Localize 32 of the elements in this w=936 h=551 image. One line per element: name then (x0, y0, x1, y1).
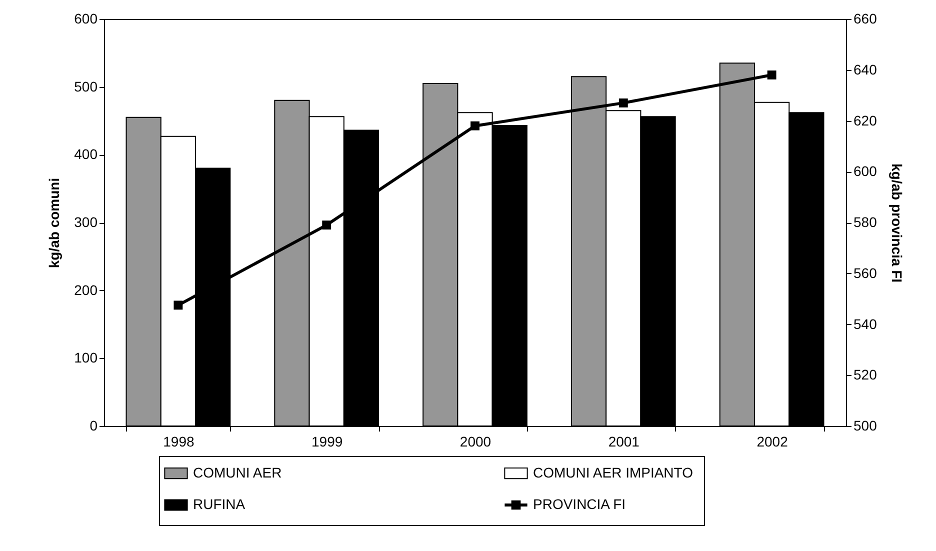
y-tick-label: 100 (74, 350, 98, 366)
x-tick-label: 2002 (756, 434, 788, 450)
y2-tick-label: 660 (854, 10, 878, 26)
y2-tick-label: 640 (854, 61, 878, 78)
x-tick-label: 1998 (163, 434, 194, 450)
legend-label: RUFINA (193, 496, 246, 512)
point (174, 300, 183, 310)
y-tick-label: 400 (74, 146, 98, 162)
y-axis-title: kg/ab comuni (46, 178, 62, 268)
y2-tick-label: 540 (854, 316, 878, 332)
point (470, 121, 480, 130)
legend-label: PROVINCIA FI (533, 496, 626, 512)
y2-tick-label: 620 (854, 112, 878, 128)
y-tick-label: 0 (90, 418, 98, 434)
x-tick-label: 2000 (460, 434, 492, 450)
point (767, 70, 776, 80)
y2-tick-label: 520 (854, 366, 878, 383)
y-tick-label: 300 (74, 214, 98, 230)
y2-tick-label: 580 (854, 214, 878, 230)
x-tick-label: 1999 (312, 434, 343, 450)
x-tick-label: 2001 (608, 434, 640, 450)
point (618, 98, 628, 108)
point (322, 220, 332, 230)
legend-label: COMUNI AER (193, 464, 282, 480)
y2-tick-label: 500 (854, 418, 878, 434)
y2-tick-label: 600 (854, 163, 878, 180)
y-tick-label: 600 (74, 10, 98, 26)
y-tick-label: 200 (74, 282, 98, 298)
y2-tick-label: 560 (854, 264, 878, 281)
y-tick-label: 500 (74, 78, 98, 94)
y2-axis-title: kg/ab provincia FI (888, 163, 905, 283)
legend-label: COMUNI AER IMPIANTO (533, 464, 694, 480)
